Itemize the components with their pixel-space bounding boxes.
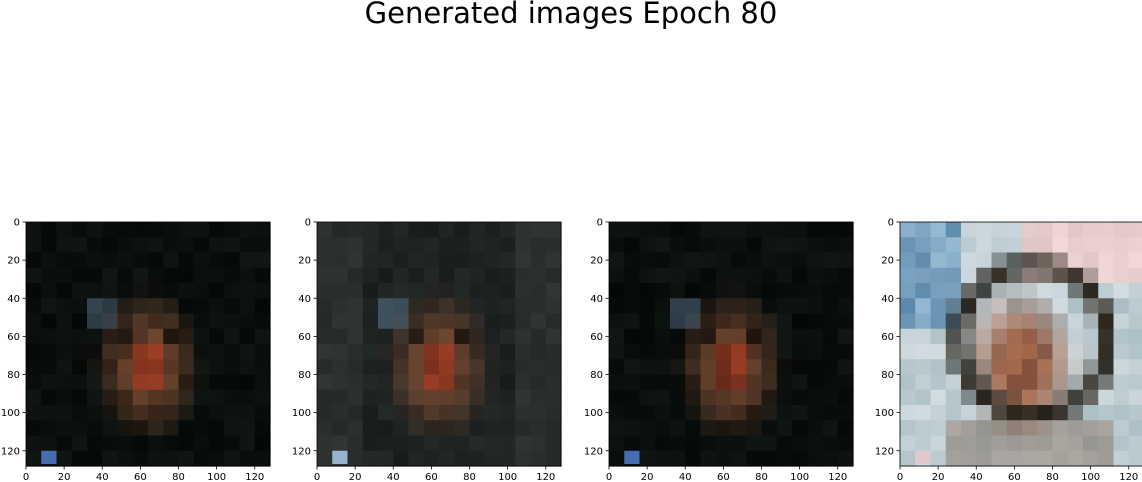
axes-frame [608, 221, 854, 467]
axes-frame [899, 221, 1142, 467]
x-tick-label: 100 [1081, 472, 1100, 482]
y-tick-label: 60 [7, 332, 20, 343]
y-tick-label: 80 [590, 370, 603, 381]
y-tick-label: 100 [584, 408, 603, 419]
x-tick-label: 20 [58, 472, 71, 482]
generated-image-4: 0 20 40 60 80 100 120 0 20 40 60 80 100 120 [875, 218, 1142, 482]
y-tick-label: 80 [881, 370, 894, 381]
x-tick-label: 120 [828, 472, 847, 482]
x-tick-label: 20 [641, 472, 654, 482]
x-tick-label: 20 [932, 472, 945, 482]
x-tick-label: 80 [755, 472, 768, 482]
y-tick-label: 0 [305, 218, 311, 229]
x-tick-label: 20 [349, 472, 362, 482]
x-tick-label: 60 [1008, 472, 1021, 482]
y-tick-label: 60 [590, 332, 603, 343]
y-tick-label: 40 [7, 294, 20, 305]
x-tick-label: 100 [207, 472, 226, 482]
y-tick-label: 120 [584, 446, 603, 457]
generated-image-3: 0 20 40 60 80 100 120 0 20 40 60 80 100 120 [584, 218, 854, 482]
y-tick-label: 120 [292, 446, 311, 457]
y-tick-label: 60 [298, 332, 311, 343]
axes-frame [316, 221, 562, 467]
x-tick-label: 40 [679, 472, 692, 482]
x-tick-label: 80 [463, 472, 476, 482]
generated-image-pixels [900, 222, 1142, 467]
x-tick-label: 100 [790, 472, 809, 482]
x-tick-label: 0 [897, 472, 903, 482]
x-tick-label: 120 [536, 472, 555, 482]
x-tick-label: 40 [387, 472, 400, 482]
generated-image-pixels [317, 222, 562, 467]
x-tick-label: 0 [606, 472, 612, 482]
y-tick-label: 40 [298, 294, 311, 305]
x-tick-label: 80 [1046, 472, 1059, 482]
y-tick-label: 0 [888, 218, 894, 229]
y-tick-label: 20 [590, 256, 603, 267]
y-tick-label: 0 [14, 218, 20, 229]
y-tick-label: 100 [875, 408, 894, 419]
x-tick-label: 100 [498, 472, 517, 482]
x-tick-label: 60 [425, 472, 438, 482]
x-tick-label: 120 [1119, 472, 1138, 482]
x-tick-label: 0 [23, 472, 29, 482]
y-tick-label: 40 [881, 294, 894, 305]
y-tick-label: 120 [875, 446, 894, 457]
x-tick-label: 0 [314, 472, 320, 482]
y-tick-label: 0 [597, 218, 603, 229]
x-tick-label: 120 [245, 472, 264, 482]
generated-image-pixels [609, 222, 854, 467]
generated-image-pixels [26, 222, 271, 467]
x-tick-label: 40 [970, 472, 983, 482]
x-tick-label: 80 [172, 472, 185, 482]
y-tick-label: 80 [298, 370, 311, 381]
y-tick-label: 120 [1, 446, 20, 457]
y-tick-label: 100 [292, 408, 311, 419]
generated-image-1: 0 20 40 60 80 100 120 0 20 40 60 80 100 120 [1, 218, 271, 482]
x-tick-label: 40 [96, 472, 109, 482]
y-tick-label: 40 [590, 294, 603, 305]
x-tick-label: 60 [134, 472, 147, 482]
axes-frame [25, 221, 271, 467]
x-tick-label: 60 [717, 472, 730, 482]
y-tick-label: 20 [298, 256, 311, 267]
y-tick-label: 80 [7, 370, 20, 381]
y-tick-label: 100 [1, 408, 20, 419]
y-tick-label: 20 [881, 256, 894, 267]
y-tick-label: 60 [881, 332, 894, 343]
generated-image-2: 0 20 40 60 80 100 120 0 20 40 60 80 100 120 [292, 218, 562, 482]
y-tick-label: 20 [7, 256, 20, 267]
figure-title: Generated images Epoch 80 [364, 0, 778, 30]
